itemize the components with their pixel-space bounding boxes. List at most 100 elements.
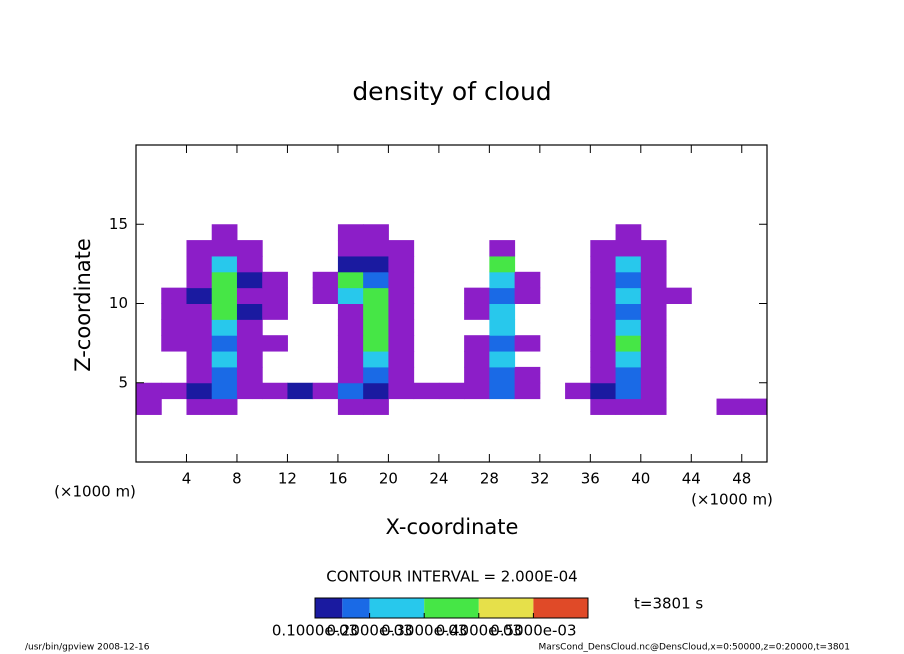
heat-cell	[414, 319, 440, 335]
heat-cell	[388, 240, 415, 257]
heat-cell	[464, 224, 490, 240]
heat-cell	[186, 271, 213, 289]
heat-cell	[186, 335, 213, 352]
heat-cell	[742, 272, 768, 288]
heat-cell	[337, 319, 364, 336]
heat-cell	[666, 304, 692, 320]
heat-cell	[136, 272, 162, 288]
heat-cell	[363, 382, 389, 400]
colorbar-segment	[478, 598, 534, 618]
heat-cell	[514, 382, 541, 400]
heat-cell	[413, 382, 440, 400]
heat-cell	[691, 304, 717, 320]
heat-cell	[464, 272, 490, 288]
heat-cell	[414, 351, 440, 367]
heat-cell	[565, 367, 591, 383]
heat-cell	[363, 255, 389, 273]
heat-cell	[514, 335, 541, 352]
heat-cell	[565, 256, 591, 272]
heat-cell	[540, 399, 566, 415]
heat-cell	[313, 319, 339, 335]
heat-cell	[186, 398, 213, 415]
heat-cell	[186, 366, 213, 384]
y-tick-label: 15	[109, 215, 128, 233]
heat-cell	[363, 398, 389, 415]
heat-cell	[590, 303, 617, 320]
heat-cell	[717, 335, 743, 351]
heat-cell	[363, 335, 389, 352]
contour-interval: CONTOUR INTERVAL = 2.000E-04	[326, 568, 577, 586]
heat-cell	[565, 288, 591, 304]
heat-cell	[388, 303, 415, 320]
heat-cell	[640, 398, 667, 415]
heat-cell	[236, 271, 263, 289]
heat-cell	[262, 303, 288, 320]
y-axis-label: Z-coordinate	[71, 238, 95, 372]
heat-cell	[742, 256, 768, 272]
heat-cell	[211, 398, 238, 415]
heat-cell	[742, 304, 768, 320]
heat-cell	[313, 304, 339, 320]
x-tick-label: 8	[232, 470, 242, 488]
x-tick-label: 44	[682, 470, 701, 488]
heat-cell	[186, 287, 213, 304]
heat-cell	[742, 288, 768, 304]
heat-cell	[414, 335, 440, 351]
heat-cell	[439, 319, 465, 335]
heat-cell	[615, 335, 642, 352]
heat-cell	[615, 271, 642, 289]
heat-cell	[717, 351, 743, 367]
heat-cell	[136, 335, 162, 351]
heat-cell	[565, 382, 591, 400]
heat-cell	[287, 382, 314, 400]
colorbar-tick-label: 0.2000e-03	[326, 622, 412, 640]
heat-cell	[489, 382, 516, 400]
heat-cell	[640, 271, 667, 289]
x-unit-label: (×1000 m)	[691, 491, 773, 509]
heat-cell	[590, 351, 617, 368]
heat-cell	[337, 240, 364, 257]
heat-cell	[439, 367, 465, 383]
heat-cell	[540, 367, 566, 383]
y-tick-label: 10	[109, 294, 128, 312]
heat-cell	[742, 367, 768, 383]
heat-cell	[388, 255, 415, 273]
colorbar-tick-label: 0.5000e-03	[490, 622, 576, 640]
colorbar-tick-label: 0.3000e-03	[381, 622, 467, 640]
heat-cell	[161, 351, 187, 367]
heat-cell	[590, 224, 616, 240]
heat-cell	[287, 319, 313, 335]
heat-cell	[388, 382, 415, 400]
heat-cell	[414, 256, 440, 272]
heat-cell	[565, 304, 591, 320]
heat-cell	[363, 240, 389, 257]
heat-cell	[742, 224, 768, 240]
heat-cell	[414, 399, 440, 415]
heat-cell	[161, 382, 187, 400]
heat-cell	[236, 351, 263, 368]
heat-cell	[337, 287, 364, 304]
heat-cell	[691, 351, 717, 367]
heat-cell	[136, 304, 162, 320]
heat-cell	[186, 255, 213, 273]
heat-cell	[337, 351, 364, 368]
heat-cell	[691, 319, 717, 335]
heat-cell	[615, 224, 642, 241]
heat-cell	[287, 272, 313, 288]
heat-cell	[337, 303, 364, 320]
heat-cell	[262, 335, 288, 352]
heat-cell	[717, 256, 743, 272]
heat-cell	[615, 351, 642, 368]
heat-cell	[136, 398, 162, 415]
heat-cell	[262, 287, 288, 304]
heat-cell	[489, 224, 515, 240]
heat-cell	[717, 224, 743, 240]
heat-cell	[439, 240, 465, 256]
heat-cell	[313, 224, 339, 240]
heat-cell	[464, 319, 490, 335]
heat-cell	[287, 367, 313, 383]
x-tick-label: 20	[379, 470, 398, 488]
heat-cell	[666, 256, 692, 272]
heat-cell	[211, 382, 238, 400]
heat-cell	[514, 366, 541, 384]
